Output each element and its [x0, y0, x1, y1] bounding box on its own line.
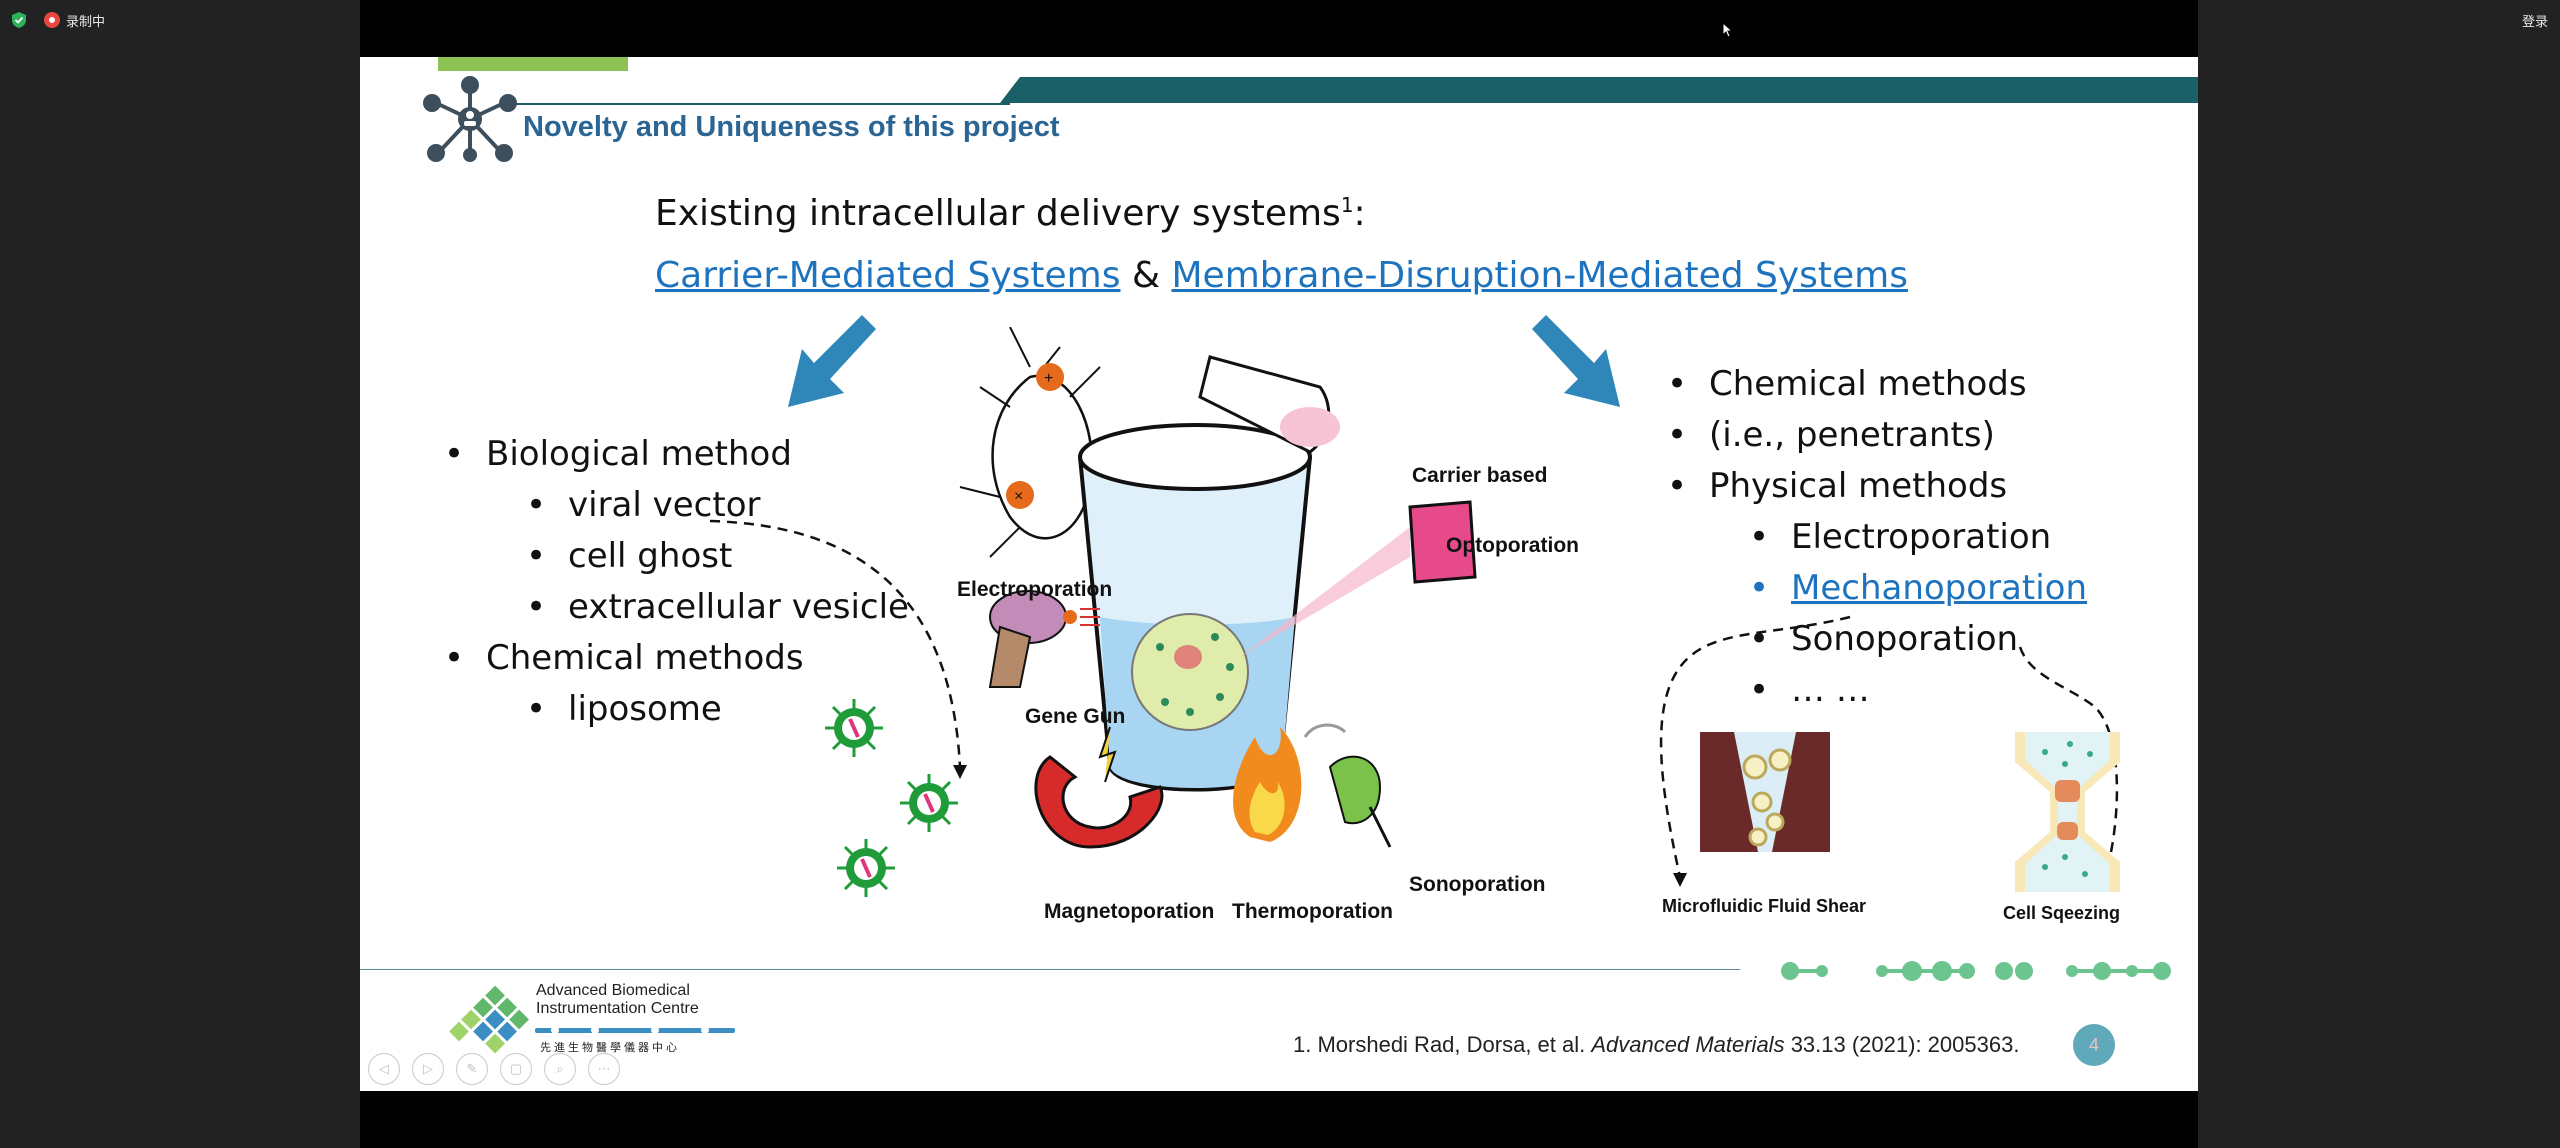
- list-item: Biological method: [444, 429, 909, 480]
- list-item: viral vector: [526, 480, 909, 531]
- slide-accent-tab: [438, 57, 628, 71]
- record-icon[interactable]: [44, 12, 60, 28]
- footnote-marker: 1: [1340, 193, 1354, 217]
- list-item: … …: [1749, 665, 2087, 716]
- delivery-methods-figure: + ×: [959, 327, 1477, 849]
- intro-heading: Existing intracellular delivery systems1…: [655, 193, 1366, 234]
- video-letterbox-top: [360, 0, 2198, 57]
- dashed-arc-left: [709, 519, 967, 779]
- list-item: extracellular vesicle: [526, 582, 909, 633]
- flame-illustration: [1233, 727, 1302, 842]
- mouse-cursor-icon: [1722, 22, 1734, 38]
- viral-vector-icons: [825, 699, 958, 897]
- microfluidic-label: Microfluidic Fluid Shear: [1662, 896, 1867, 916]
- carrier-mediated-link[interactable]: Carrier-Mediated Systems: [655, 255, 1121, 296]
- beaker-illustration: [1078, 423, 1312, 792]
- slide-header-bar: [1000, 77, 2198, 103]
- presentation-slide: Novelty and Uniqueness of this project E…: [360, 57, 2198, 1091]
- previous-slide-icon[interactable]: ◁: [368, 1053, 400, 1085]
- shield-check-icon: [12, 12, 26, 28]
- gene-gun-illustration: [988, 590, 1100, 688]
- abic-logo-icon: [449, 985, 530, 1054]
- list-item: Sonoporation: [1749, 614, 2087, 665]
- carrier-based-label: Carrier based: [1412, 464, 1548, 487]
- optoporation-illustration: [1240, 500, 1477, 657]
- thermoporation-label: Thermoporation: [1232, 900, 1393, 923]
- list-item: liposome: [526, 684, 909, 735]
- organization-name-chinese: 先進生物醫學儀器中心: [540, 1042, 680, 1054]
- footer-divider: [360, 969, 1740, 970]
- list-item-continuation: (i.e., penetrants): [1667, 410, 2087, 461]
- arrow-down-right-icon: [1532, 315, 1620, 407]
- slides-grid-icon[interactable]: ▢: [500, 1053, 532, 1085]
- mechanoporation-link[interactable]: Mechanoporation: [1749, 563, 2087, 614]
- reference-citation: 1. Morshedi Rad, Dorsa, et al. Advanced …: [1293, 1032, 2020, 1057]
- electroporation-illustration: + ×: [959, 327, 1120, 558]
- list-item: Chemical methods: [444, 633, 909, 684]
- carrier-based-illustration: [1198, 355, 1340, 454]
- decorative-cell-chain: [1781, 961, 2171, 981]
- svg-text:+: +: [1044, 370, 1053, 387]
- membrane-methods-list: Chemical methods (i.e., penetrants) Phys…: [1667, 359, 2087, 716]
- arrow-down-left-icon: [788, 315, 876, 407]
- cell-squeezing-illustration: [2015, 732, 2120, 892]
- gene-gun-label: Gene Gun: [1025, 705, 1126, 728]
- magnetoporation-label: Magnetoporation: [1044, 900, 1215, 923]
- more-options-icon[interactable]: ⋯: [588, 1053, 620, 1085]
- slide-title: Novelty and Uniqueness of this project: [523, 111, 1060, 143]
- login-button[interactable]: 登录: [2521, 14, 2548, 29]
- list-item: Chemical methods: [1667, 359, 2087, 410]
- virus-icon: [825, 699, 883, 757]
- ultrasound-probe-illustration: [1303, 723, 1392, 848]
- electroporation-label: Electroporation: [957, 578, 1113, 601]
- list-item: Electroporation: [1749, 512, 2087, 563]
- list-item: cell ghost: [526, 531, 909, 582]
- svg-text:×: ×: [1014, 488, 1023, 505]
- slideshow-controls: ◁ ▷ ✎ ▢ ⌕ ⋯: [368, 1053, 620, 1085]
- video-letterbox-bottom: [360, 1091, 2198, 1148]
- optoporation-label: Optoporation: [1446, 534, 1579, 557]
- slide-page-number: 4: [2073, 1024, 2115, 1066]
- logo-decor-line: [535, 1026, 735, 1034]
- membrane-disruption-link[interactable]: Membrane-Disruption-Mediated Systems: [1171, 255, 1909, 296]
- carrier-methods-list: Biological method viral vector cell ghos…: [444, 429, 909, 735]
- next-slide-icon[interactable]: ▷: [412, 1053, 444, 1085]
- title-underline: [510, 103, 1010, 105]
- microfluidic-shear-illustration: [1700, 732, 1830, 852]
- pen-tool-icon[interactable]: ✎: [456, 1053, 488, 1085]
- ampersand: &: [1131, 255, 1161, 296]
- systems-heading: Carrier-Mediated Systems & Membrane-Disr…: [655, 255, 1908, 296]
- network-molecule-icon: [423, 76, 517, 162]
- sonoporation-label: Sonoporation: [1409, 873, 1546, 896]
- organization-name: Advanced Biomedical Instrumentation Cent…: [536, 982, 699, 1017]
- app-top-bar: 录制中 登录: [0, 0, 2560, 40]
- virus-icon: [837, 839, 895, 897]
- recording-status[interactable]: 录制中: [66, 14, 106, 29]
- virus-icon: [900, 774, 958, 832]
- zoom-icon[interactable]: ⌕: [544, 1053, 576, 1085]
- list-item: Physical methods: [1667, 461, 2087, 512]
- magnet-illustration: [1034, 726, 1164, 849]
- cell-squeezing-label: Cell Sqeezing: [2003, 903, 2121, 923]
